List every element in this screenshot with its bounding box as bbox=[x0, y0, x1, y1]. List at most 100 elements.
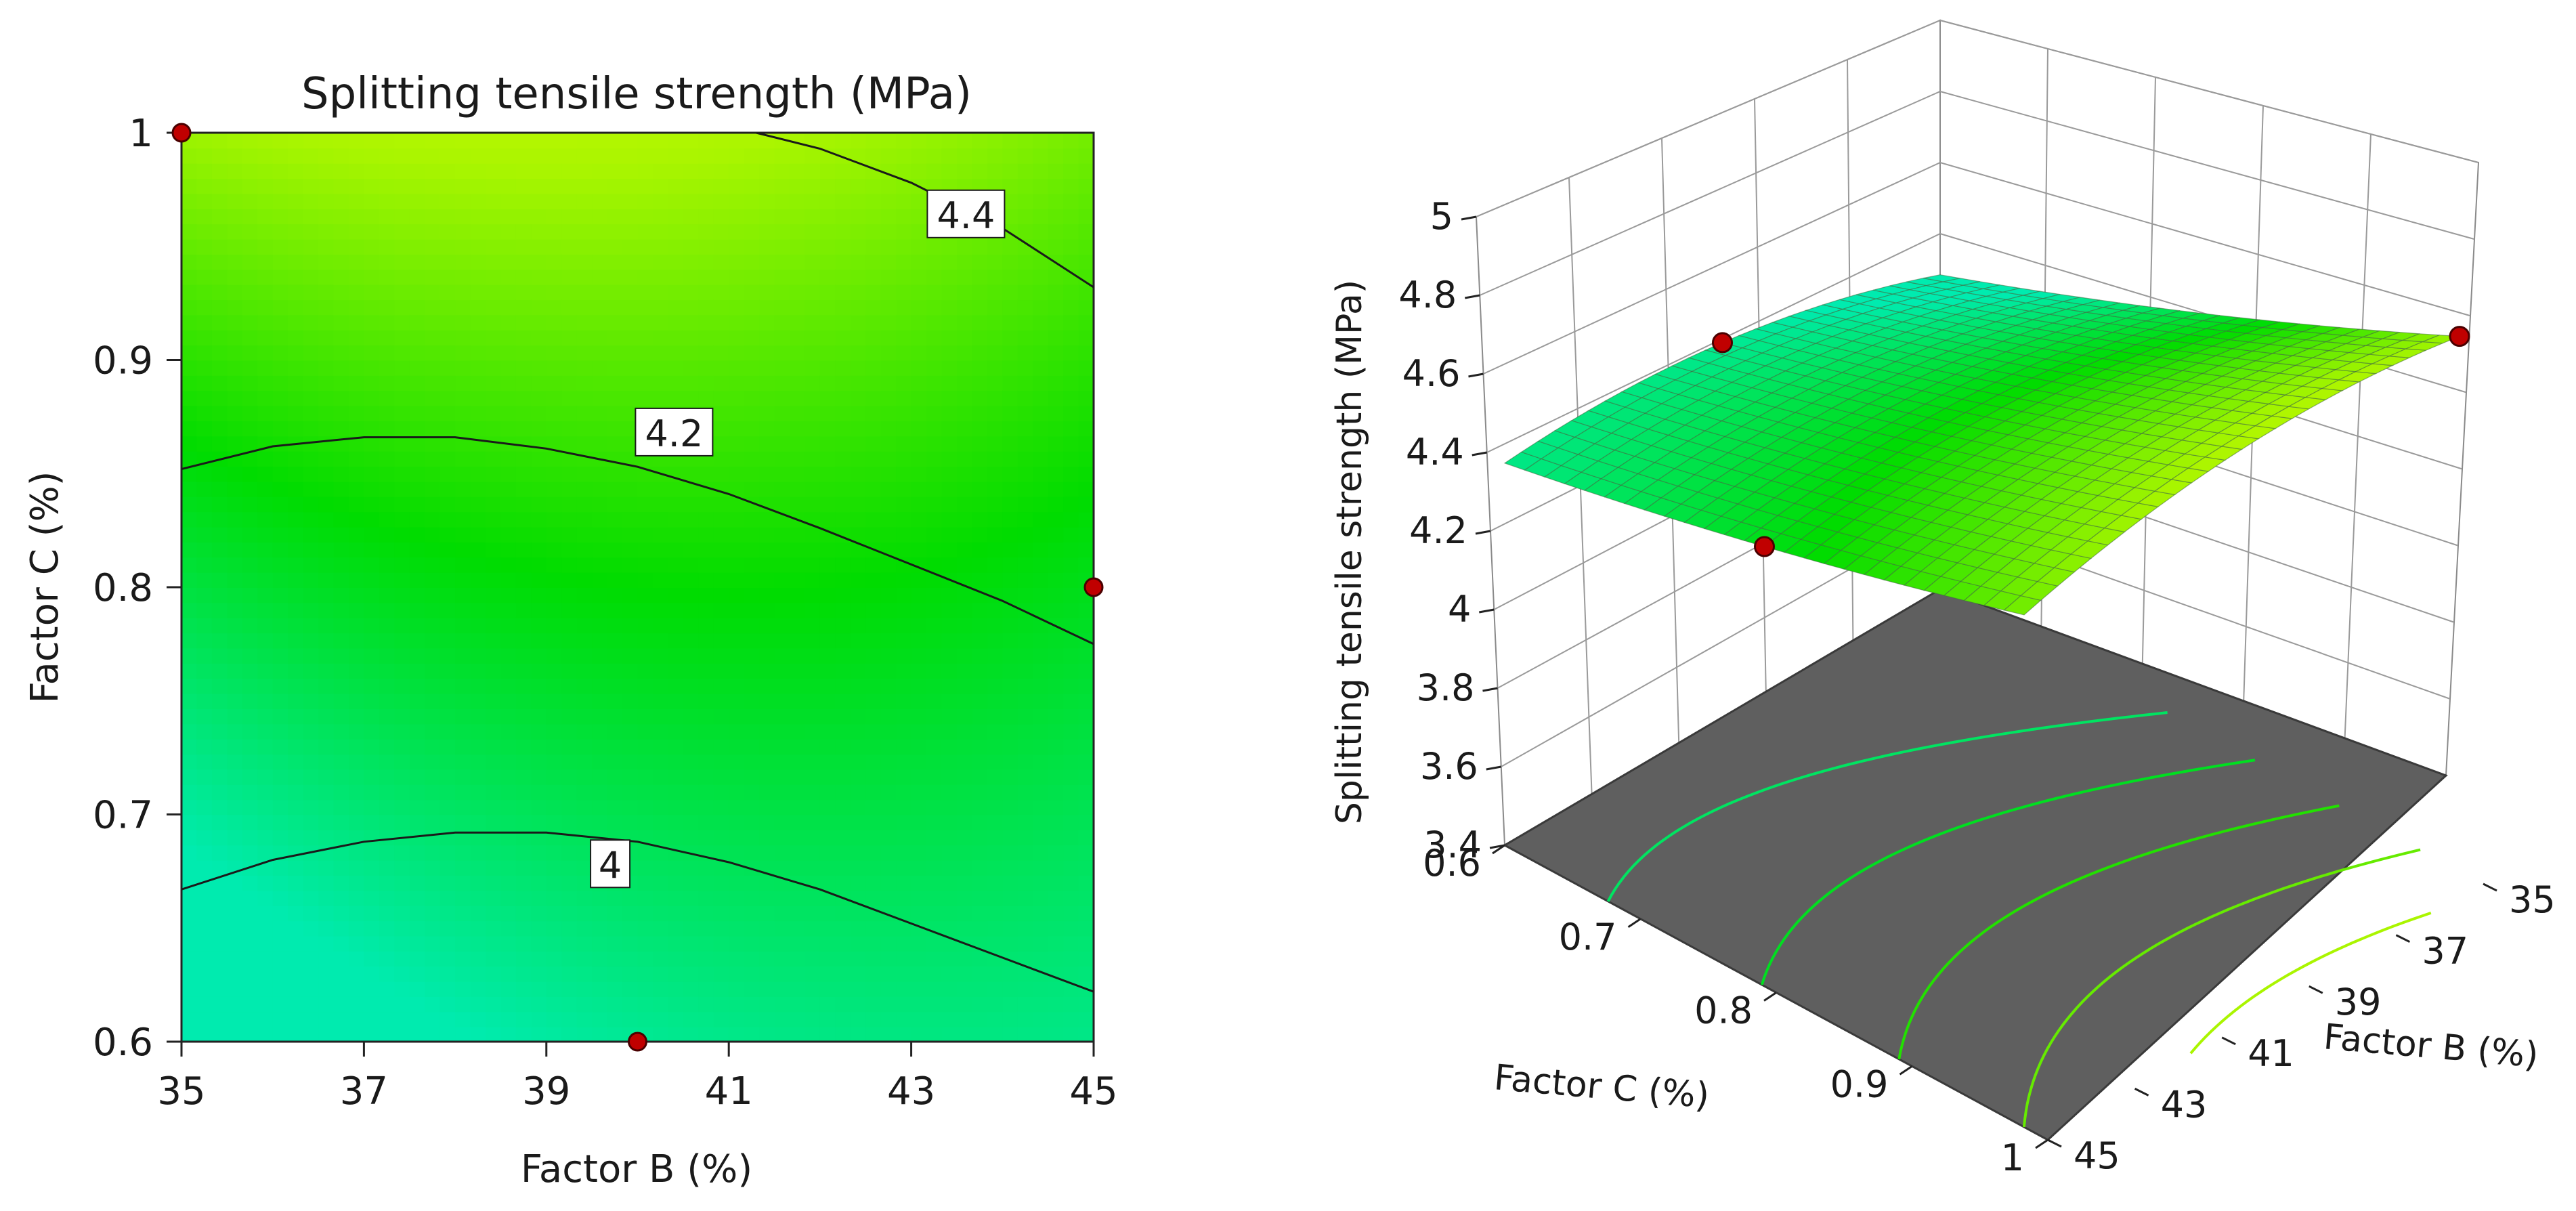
heat-cell bbox=[439, 905, 456, 922]
x3d-tick-label: 43 bbox=[2161, 1083, 2208, 1126]
heat-cell bbox=[227, 421, 243, 437]
heat-cell bbox=[425, 905, 441, 922]
heat-cell bbox=[561, 920, 578, 937]
heat-cell bbox=[713, 935, 730, 952]
heat-cell bbox=[1002, 905, 1018, 922]
heat-cell bbox=[637, 859, 653, 876]
heat-cell bbox=[987, 421, 1004, 437]
heat-cell bbox=[364, 633, 380, 649]
heat-cell bbox=[272, 526, 289, 543]
heat-cell bbox=[759, 435, 775, 452]
heat-cell bbox=[668, 587, 684, 603]
heat-cell bbox=[835, 284, 851, 301]
heat-cell bbox=[972, 133, 988, 149]
heat-cell bbox=[455, 890, 471, 906]
heat-cell bbox=[713, 450, 730, 467]
contour-label-box bbox=[926, 189, 1006, 238]
heat-cell bbox=[500, 269, 517, 285]
heat-cell bbox=[729, 738, 745, 755]
heat-cell bbox=[1078, 920, 1094, 937]
contour-fill bbox=[181, 133, 1094, 1042]
heat-cell bbox=[364, 996, 380, 1013]
heat-cell bbox=[744, 421, 760, 437]
heat-cell bbox=[865, 557, 882, 573]
heat-cell bbox=[957, 435, 973, 452]
heat-cell bbox=[683, 708, 700, 725]
heat-cell bbox=[926, 708, 943, 725]
heat-cell bbox=[972, 966, 988, 982]
heat-cell bbox=[546, 345, 563, 361]
heat-cell bbox=[364, 859, 380, 876]
heat-cell bbox=[987, 163, 1004, 179]
heat-cell bbox=[576, 920, 593, 937]
heat-cell bbox=[1063, 314, 1079, 331]
heat-cell bbox=[668, 284, 684, 301]
heat-cell bbox=[698, 511, 714, 528]
heat-cell bbox=[744, 163, 760, 179]
heat-cell bbox=[1048, 587, 1065, 603]
heat-cell bbox=[804, 435, 821, 452]
heat-cell bbox=[196, 738, 213, 755]
heat-cell bbox=[515, 905, 532, 922]
heat-cell bbox=[1033, 875, 1049, 891]
heat-cell bbox=[211, 163, 228, 179]
heat-cell bbox=[850, 572, 867, 588]
heat-cell bbox=[637, 1011, 653, 1027]
heat-cell bbox=[790, 435, 806, 452]
heat-cell bbox=[896, 875, 912, 891]
heat-cell bbox=[972, 1011, 988, 1027]
heat-cell bbox=[1048, 829, 1065, 846]
heat-cell bbox=[607, 238, 623, 255]
heat-cell bbox=[425, 662, 441, 679]
heat-cell bbox=[744, 541, 760, 558]
heat-cell bbox=[941, 450, 958, 467]
heat-cell bbox=[257, 269, 274, 285]
heat-cell bbox=[561, 193, 578, 209]
heat-cell bbox=[1017, 708, 1034, 725]
heat-cell bbox=[242, 557, 259, 573]
heat-cell bbox=[1078, 617, 1094, 634]
heat-cell bbox=[804, 390, 821, 406]
heat-cell bbox=[288, 572, 304, 588]
heat-cell bbox=[835, 299, 851, 316]
heat-cell bbox=[1017, 587, 1034, 603]
heat-cell bbox=[668, 299, 684, 316]
heat-cell bbox=[272, 572, 289, 588]
heat-cell bbox=[257, 693, 274, 709]
heat-cell bbox=[515, 178, 532, 194]
heat-cell bbox=[272, 466, 289, 482]
heat-cell bbox=[394, 647, 410, 664]
heat-cell bbox=[683, 208, 700, 225]
heat-cell bbox=[668, 496, 684, 513]
heat-cell bbox=[272, 754, 289, 770]
heat-cell bbox=[819, 799, 836, 815]
heat-cell bbox=[713, 329, 730, 346]
heat-cell bbox=[607, 481, 623, 497]
heat-cell bbox=[1002, 769, 1018, 785]
heat-cell bbox=[500, 966, 517, 982]
heat-cell bbox=[364, 284, 380, 301]
heat-cell bbox=[987, 875, 1004, 891]
heat-cell bbox=[196, 587, 213, 603]
heat-cell bbox=[987, 360, 1004, 376]
heat-cell bbox=[409, 178, 426, 194]
heat-cell bbox=[576, 1011, 593, 1027]
heat-cell bbox=[576, 390, 593, 406]
heat-cell bbox=[500, 314, 517, 331]
heat-cell bbox=[972, 814, 988, 830]
heat-cell bbox=[303, 299, 319, 316]
heat-cell bbox=[561, 133, 578, 149]
heat-cell bbox=[394, 875, 410, 891]
heat-cell bbox=[439, 572, 456, 588]
heat-cell bbox=[1078, 966, 1094, 982]
heat-cell bbox=[486, 208, 502, 225]
heat-cell bbox=[622, 572, 639, 588]
heat-cell bbox=[1017, 481, 1034, 497]
heat-cell bbox=[790, 208, 806, 225]
heat-cell bbox=[242, 360, 259, 376]
heat-cell bbox=[987, 693, 1004, 709]
heat-cell bbox=[819, 193, 836, 209]
heat-cell bbox=[926, 421, 943, 437]
heat-cell bbox=[850, 238, 867, 255]
heat-cell bbox=[500, 345, 517, 361]
